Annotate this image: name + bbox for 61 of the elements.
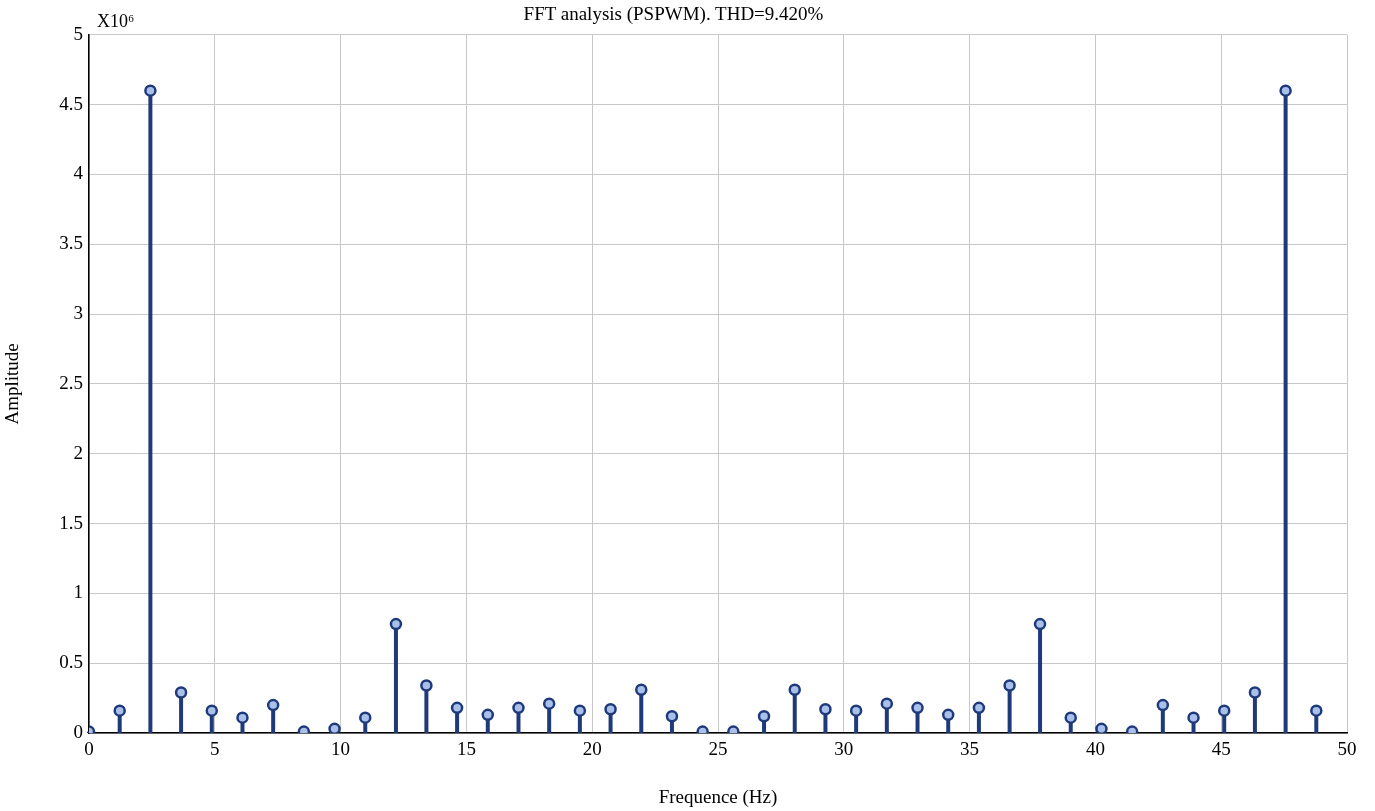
point <box>1217 704 1231 717</box>
y-axis-title: Amplitude <box>1 343 23 425</box>
x-tick-label: 35 <box>960 738 980 760</box>
point <box>144 84 157 97</box>
x-tick-label: 5 <box>210 738 220 760</box>
point <box>236 711 249 724</box>
point <box>420 679 433 692</box>
x-axis-title: Frequence (Hz) <box>658 785 778 808</box>
point <box>880 697 894 710</box>
point <box>1033 617 1047 631</box>
point <box>266 698 280 712</box>
y-tick-label: 2.5 <box>59 371 83 393</box>
point <box>205 704 219 717</box>
x-tick-label: 30 <box>834 738 854 760</box>
point <box>113 704 126 717</box>
y-tick-label: 3 <box>73 302 83 324</box>
point <box>1003 679 1016 692</box>
y-tick-label: 3.5 <box>59 232 83 254</box>
point <box>328 722 341 733</box>
point <box>788 683 801 696</box>
point <box>849 704 863 717</box>
point <box>911 701 924 715</box>
point <box>174 686 188 699</box>
point <box>1187 711 1200 724</box>
point <box>1095 722 1108 733</box>
y-tick-label: 5 <box>73 22 83 44</box>
point <box>941 708 955 722</box>
point <box>1248 686 1262 699</box>
x-tick-label: 25 <box>708 738 728 760</box>
point <box>604 703 617 716</box>
y-tick-label: 4.5 <box>59 92 83 114</box>
point <box>359 711 372 724</box>
point <box>542 697 556 710</box>
point <box>450 701 464 715</box>
x-tick-label: 20 <box>582 738 602 760</box>
y-tick-label: 0 <box>73 720 83 742</box>
point <box>1279 84 1292 97</box>
point <box>819 703 832 716</box>
point <box>1310 704 1323 717</box>
y-tick-label: 1 <box>73 581 83 603</box>
point <box>635 683 648 696</box>
y-tick-label: 2 <box>73 441 83 463</box>
point <box>481 708 495 722</box>
x-tick-label: 40 <box>1085 738 1105 760</box>
y-tick-label: 0.5 <box>59 651 83 673</box>
chart-title: FFT analysis (PSPWM). THD=9.420% <box>523 3 824 26</box>
point <box>665 709 679 723</box>
x-tick-label: 50 <box>1337 738 1357 760</box>
text: X10⁶ <box>97 10 135 31</box>
point <box>1156 698 1170 712</box>
point <box>972 701 986 715</box>
point <box>389 617 403 631</box>
x-tick-label: 10 <box>331 738 351 760</box>
x-tick-label: 45 <box>1211 738 1231 760</box>
x-tick-label: 15 <box>456 738 476 760</box>
y-tick-label: 1.5 <box>59 511 83 533</box>
point <box>1064 711 1077 724</box>
point <box>757 709 771 723</box>
point <box>573 704 587 717</box>
point <box>512 701 525 715</box>
y-tick-label: 4 <box>73 162 84 184</box>
